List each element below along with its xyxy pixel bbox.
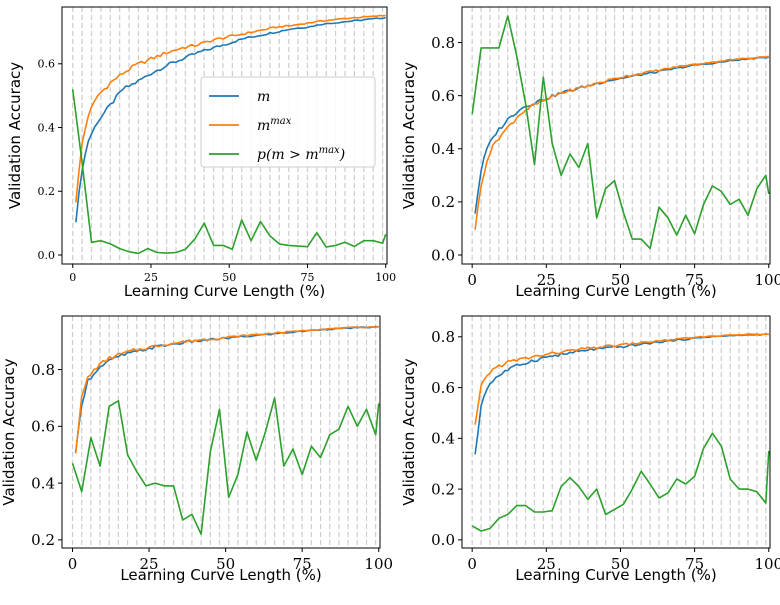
series-m-max-line: [474, 333, 769, 425]
y-tick-label: 0.2: [31, 531, 55, 549]
x-tick-label: 75: [685, 271, 704, 289]
x-tick-label: 25: [144, 271, 158, 284]
x-tick-label: 25: [140, 555, 159, 573]
x-axis-label: Learning Curve Length (%): [124, 282, 325, 300]
x-tick-label: 75: [685, 555, 704, 573]
y-axis-label: Validation Accuracy: [400, 62, 418, 209]
y-tick-label: 0.6: [431, 379, 455, 397]
legend-entry-m-max-label: mmax: [257, 116, 292, 134]
x-tick-label: 0: [69, 271, 76, 284]
series-p-line: [71, 89, 387, 255]
x-tick-label: 25: [537, 271, 556, 289]
legend-text-part: p(m > m: [257, 147, 319, 163]
y-tick-label: 0.2: [431, 193, 455, 211]
x-tick-label: 100: [754, 271, 780, 289]
axes-frame: [461, 315, 771, 549]
y-axis-label: Validation Accuracy: [6, 62, 24, 209]
series-m-line: [474, 333, 769, 455]
y-tick-label: 0.2: [38, 185, 56, 198]
axes-frame: [461, 6, 771, 265]
x-tick-label: 25: [537, 555, 556, 573]
y-tick-label: 0.0: [431, 531, 455, 549]
y-tick-label: 0.6: [38, 58, 56, 71]
legend-entry-m-label: m: [257, 89, 270, 105]
y-tick-label: 0.4: [431, 430, 455, 448]
x-tick-label: 100: [375, 271, 396, 284]
series-m-max-line: [74, 325, 379, 454]
x-axis-label: Learning Curve Length (%): [120, 566, 321, 584]
legend-text-part: ): [339, 147, 345, 163]
axes-frame: [61, 315, 381, 549]
series-p-line: [471, 15, 770, 250]
y-tick-label: 0.6: [431, 87, 455, 105]
series-m-max-line: [75, 14, 386, 203]
panel-4: 0 25 50 75 100 0.0 0.2 0.4 0.6 0.8 Learning Curve …: [400, 315, 780, 584]
x-tick-label: 100: [754, 555, 780, 573]
y-tick-label: 0.8: [431, 328, 455, 346]
y-tick-label: 0.4: [431, 140, 455, 158]
x-tick-label: 50: [611, 271, 630, 289]
x-axis-label: Learning Curve Length (%): [515, 282, 716, 300]
x-axis-label: Learning Curve Length (%): [515, 566, 716, 584]
x-tick-label: 50: [216, 555, 235, 573]
x-tick-label: 75: [300, 271, 314, 284]
axes-frame: [61, 6, 388, 265]
legend-box: [200, 76, 376, 168]
legend-text-part: m: [257, 118, 270, 134]
x-tick-label: 0: [467, 271, 477, 289]
y-tick-label: 0.0: [38, 249, 56, 262]
y-tick-label: 0.8: [31, 361, 55, 379]
series-m-line: [75, 16, 386, 223]
y-tick-label: 0.2: [431, 480, 455, 498]
series-p-line: [71, 397, 380, 536]
y-tick-label: 0.6: [31, 418, 55, 436]
x-tick-label: 0: [68, 555, 78, 573]
y-tick-label: 0.0: [431, 246, 455, 264]
panel-3: 0 25 50 75 100 0.2 0.4 0.6 0.8 Learning Curve Len…: [0, 315, 393, 584]
y-axis-label: Validation Accuracy: [400, 358, 418, 505]
x-tick-label: 0: [467, 555, 477, 573]
x-tick-label: 100: [364, 555, 393, 573]
y-axis-label: Validation Accuracy: [0, 358, 18, 505]
series-m-line: [474, 56, 769, 214]
x-tick-label: 50: [611, 555, 630, 573]
series-m-line: [74, 325, 379, 453]
legend-superscript: max: [319, 145, 340, 156]
series-m-max-line: [474, 55, 770, 230]
panel-2: 0 25 50 75 100 0.0 0.2 0.4 0.6 0.8 Learning Curve …: [400, 6, 780, 300]
series-p-line: [471, 432, 770, 532]
y-tick-label: 0.4: [38, 121, 56, 134]
legend-entry-p-label: p(m > mmax): [257, 145, 345, 163]
y-tick-label: 0.8: [431, 34, 455, 52]
x-tick-label: 50: [222, 271, 236, 284]
legend-superscript: max: [270, 116, 291, 127]
y-tick-label: 0.4: [31, 474, 55, 492]
x-tick-label: 75: [293, 555, 312, 573]
